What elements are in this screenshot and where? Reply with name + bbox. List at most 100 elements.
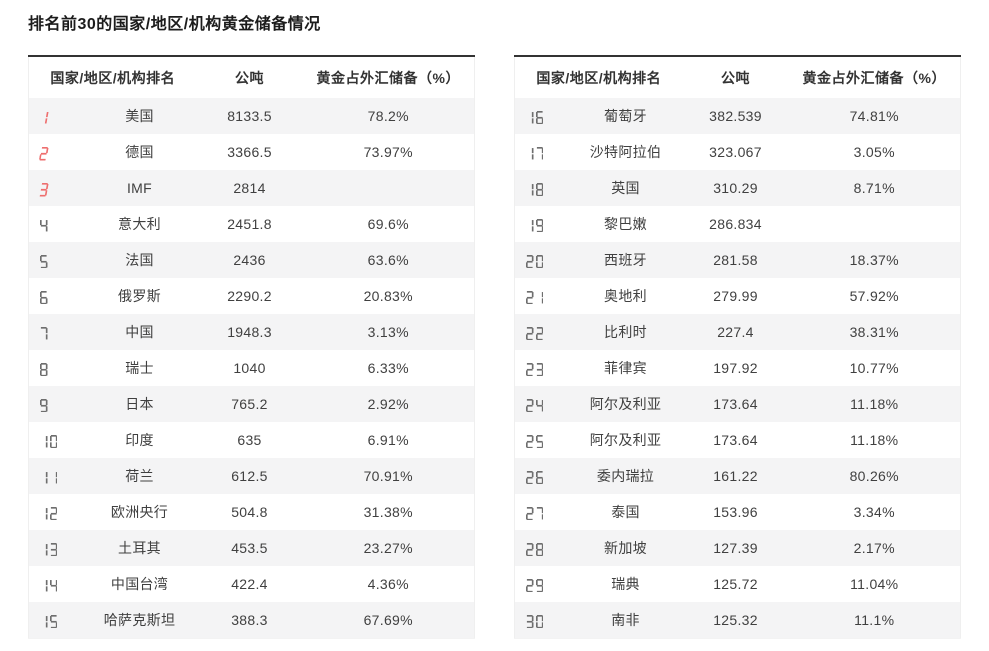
rank-number (526, 614, 543, 629)
pct-value: 3.05% (853, 144, 895, 160)
rank-number (526, 218, 543, 233)
country-name: 阿尔及利亚 (589, 396, 662, 412)
tons-value: 765.2 (231, 396, 268, 412)
rank-cell (29, 278, 83, 314)
table-header: 国家/地区/机构排名 公吨 黄金占外汇储备（%） (514, 56, 961, 98)
table-row: 法国 2436 63.6% (28, 242, 475, 278)
table-row: 印度 635 6.91% (29, 422, 475, 458)
country-name: 委内瑞拉 (596, 468, 655, 484)
table-row: 新加坡 127.39 2.17% (514, 530, 961, 566)
country-name: 哈萨克斯坦 (103, 612, 176, 628)
country-name: 阿尔及利亚 (589, 432, 662, 448)
pct-value (789, 206, 961, 242)
rank-cell (29, 98, 83, 134)
pct-value: 3.13% (367, 324, 409, 340)
pct-value (303, 170, 475, 206)
rank-number (526, 398, 543, 413)
rank-number (40, 362, 48, 377)
table-row: 哈萨克斯坦 388.3 67.69% (28, 602, 475, 639)
rank-number (526, 182, 543, 197)
country-name: 瑞士 (125, 360, 154, 376)
table-row: 日本 765.2 2.92% (28, 386, 475, 422)
country-name: IMF (126, 180, 152, 196)
rank-cell (29, 134, 83, 170)
tons-value: 173.64 (713, 432, 758, 448)
table-row: 南非 125.32 11.1% (514, 602, 961, 639)
pct-value: 11.18% (850, 396, 899, 412)
country-name: 新加坡 (604, 540, 647, 556)
col-header-tons: 公吨 (196, 56, 303, 98)
table-row: 瑞典 125.72 11.04% (515, 566, 961, 602)
rank-number (40, 290, 48, 305)
rank-cell (515, 98, 569, 134)
pct-value: 10.77% (849, 360, 899, 376)
tons-value: 127.39 (713, 540, 758, 556)
table-row: 德国 3366.5 73.97% (29, 134, 475, 170)
pct-value: 23.27% (363, 540, 413, 556)
table-row: 俄罗斯 2290.2 20.83% (29, 278, 475, 314)
rank-number (40, 219, 48, 233)
rank-cell (29, 206, 83, 242)
rank-cell (515, 530, 569, 566)
rank-number (40, 254, 48, 269)
tons-value: 279.99 (713, 288, 758, 304)
tons-value: 125.72 (713, 576, 758, 592)
tons-value: 388.3 (231, 612, 268, 628)
pct-value: 80.26% (849, 468, 899, 484)
pct-value: 67.69% (363, 612, 413, 628)
table-row: 瑞士 1040 6.33% (29, 350, 475, 386)
table-row: 美国 8133.5 78.2% (28, 98, 475, 134)
tons-value: 323.067 (709, 144, 762, 160)
tons-value: 422.4 (231, 576, 268, 592)
pct-value: 57.92% (849, 288, 899, 304)
pct-value: 8.71% (853, 180, 895, 196)
country-name: 印度 (125, 432, 154, 448)
country-name: 日本 (125, 396, 154, 412)
rank-cell (29, 170, 83, 206)
rank-cell (29, 566, 83, 602)
rank-cell (515, 422, 569, 458)
col-header-pct: 黄金占外汇储备（%） (302, 56, 475, 98)
tons-value: 2451.8 (227, 216, 272, 232)
country-name: 中国 (125, 324, 154, 340)
rank-cell (515, 494, 569, 530)
country-name: 瑞典 (611, 576, 640, 592)
tons-value: 227.4 (717, 324, 754, 340)
country-name: 南非 (611, 612, 640, 628)
rank-cell (515, 242, 569, 278)
tons-value: 281.58 (713, 252, 758, 268)
country-name: 俄罗斯 (118, 288, 161, 304)
table-body: 美国 8133.5 78.2% 德国 3366.5 73.97% IMF 2814 意大利 245… (28, 98, 475, 639)
gold-reserves-table-ranks-16-30: 国家/地区/机构排名 公吨 黄金占外汇储备（%） 葡萄牙 382.539 74.81… (514, 55, 961, 639)
country-name: 土耳其 (118, 540, 161, 556)
rank-number (40, 434, 57, 449)
country-name: 英国 (611, 180, 640, 196)
pct-value: 73.97% (363, 144, 413, 160)
country-name: 法国 (125, 252, 154, 268)
rank-number (526, 506, 543, 521)
country-name: 黎巴嫩 (604, 216, 647, 232)
tons-value: 635 (237, 432, 262, 448)
country-name: 意大利 (118, 216, 161, 232)
country-name: 美国 (125, 108, 154, 124)
table-row: 黎巴嫩 286.834 (515, 206, 961, 242)
rank-number (526, 434, 543, 449)
tons-value: 8133.5 (227, 108, 272, 124)
tons-value: 3366.5 (227, 144, 272, 160)
rank-number (40, 471, 57, 485)
country-name: 中国台湾 (110, 576, 169, 592)
tons-value: 197.92 (713, 360, 758, 376)
rank-cell (515, 206, 569, 242)
pct-value: 4.36% (367, 576, 409, 592)
rank-number (526, 362, 543, 377)
pct-value: 11.18% (850, 432, 899, 448)
pct-value: 38.31% (849, 324, 899, 340)
pct-value: 74.81% (849, 108, 899, 124)
pct-value: 31.38% (363, 504, 413, 520)
rank-cell (29, 530, 83, 566)
pct-value: 70.91% (363, 468, 413, 484)
col-header-rank-name: 国家/地区/机构排名 (514, 56, 683, 98)
table-row: 奥地利 279.99 57.92% (515, 278, 961, 314)
tons-value: 286.834 (709, 216, 762, 232)
tables-container: 国家/地区/机构排名 公吨 黄金占外汇储备（%） 美国 8133.5 78.2% 德国… (28, 55, 961, 639)
